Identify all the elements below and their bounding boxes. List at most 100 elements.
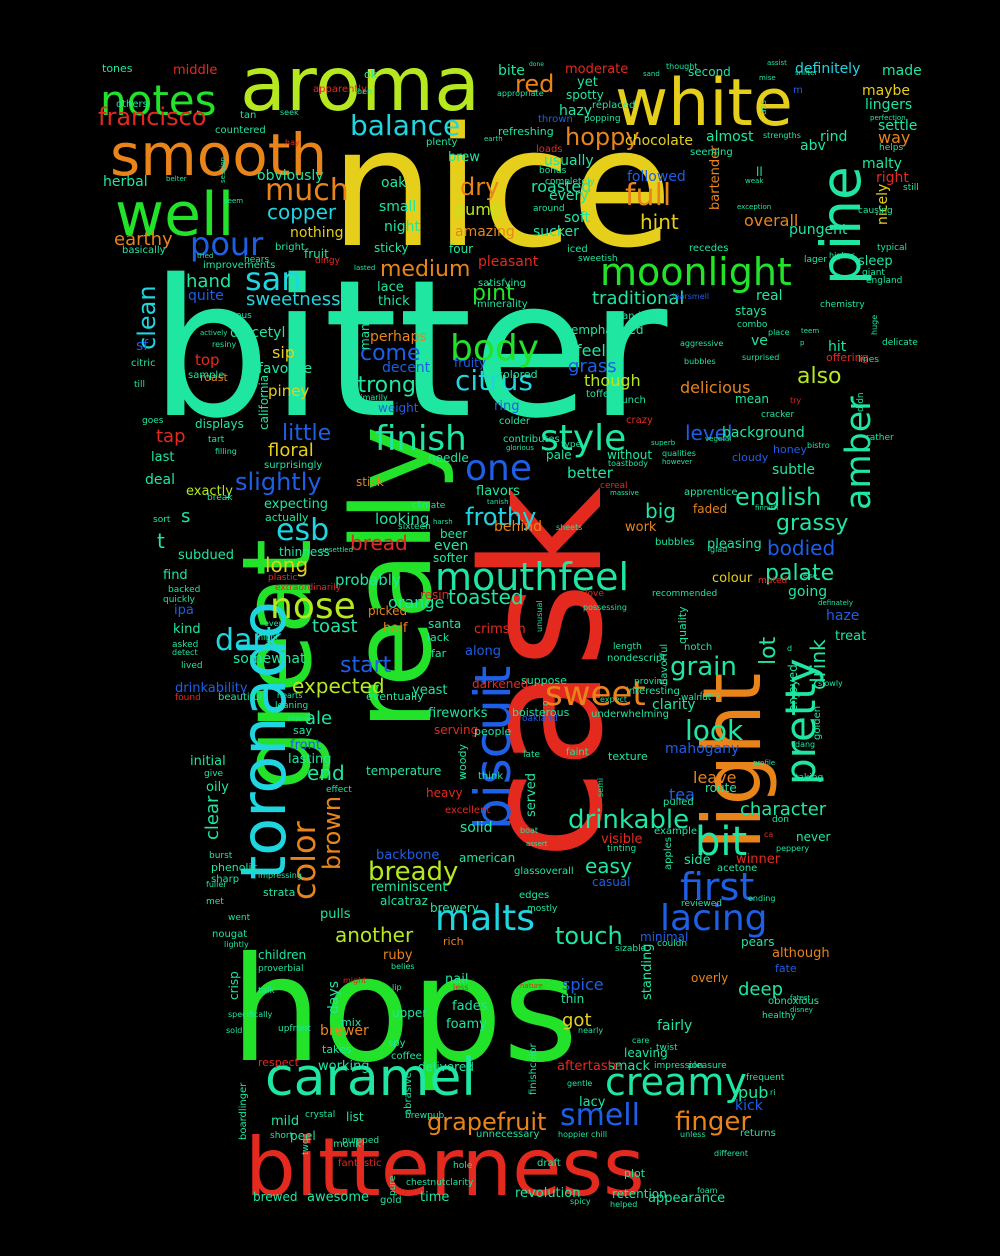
- word-without: without: [607, 448, 652, 462]
- word-spotty: spotty: [566, 88, 604, 102]
- word-background: background: [722, 425, 805, 441]
- word-pumped: pumped: [342, 1136, 379, 1146]
- word-cask: cask: [447, 486, 639, 860]
- word-body: body: [450, 328, 539, 369]
- word-tried: tried: [197, 252, 213, 260]
- word-ben: ben: [357, 87, 372, 96]
- word-tap: tap: [156, 426, 186, 447]
- word-half: half: [383, 621, 408, 636]
- word-pump: pump: [455, 200, 501, 219]
- word-palate: palate: [765, 561, 834, 586]
- word-appropriate: appropriate: [497, 89, 544, 98]
- word-glassoverall: glassoverall: [514, 866, 574, 877]
- word-alcatraz: alcatraz: [380, 894, 428, 908]
- word-vegetal: vegetal: [705, 435, 731, 443]
- word-lasted: lasted: [354, 264, 375, 272]
- word-unusual: unusual: [535, 600, 544, 632]
- word-medium: medium: [380, 257, 470, 282]
- word-quickly: quickly: [163, 595, 196, 605]
- word-standards: standards: [613, 311, 663, 322]
- word-weak: weak: [745, 177, 764, 185]
- word-thin: thin: [561, 992, 584, 1006]
- word-surprised: surprised: [742, 353, 779, 362]
- word-tinting: tinting: [607, 844, 636, 854]
- word-softer: softer: [433, 551, 468, 565]
- word-crisp: crisp: [227, 971, 241, 1000]
- word-oily: oily: [206, 780, 229, 795]
- word-deep: deep: [738, 979, 783, 1000]
- word-awesome: awesome: [307, 1190, 369, 1205]
- word-short: short: [270, 1131, 294, 1141]
- word-grain: grain: [670, 652, 737, 682]
- word-come: come: [360, 341, 421, 366]
- word-ever: ever: [264, 619, 283, 628]
- word-huge: huge: [870, 315, 879, 335]
- word-aroma: aroma: [240, 40, 480, 128]
- word-standing: standing: [640, 944, 655, 1000]
- word-bubbles: bubbles: [684, 357, 716, 366]
- word-strata: strata: [263, 886, 295, 899]
- word-grapefruit: grapefruit: [427, 1108, 546, 1136]
- word-ca: ca: [764, 830, 773, 839]
- word-monk: monk: [333, 1139, 361, 1150]
- word-forms: forms: [700, 691, 720, 699]
- word-twist: twist: [656, 1043, 678, 1053]
- word-touch: touch: [555, 922, 623, 950]
- word-however: however: [662, 458, 692, 466]
- word-lacing: lacing: [660, 898, 768, 939]
- word-say: say: [293, 724, 312, 737]
- word-never: never: [796, 830, 830, 844]
- word-still: still: [903, 183, 919, 193]
- word-t: t: [157, 529, 165, 553]
- word-minimal: minimal: [640, 930, 688, 944]
- word-type: type: [561, 440, 582, 450]
- word-gentle: gentle: [567, 1079, 592, 1088]
- word-yet: yet: [577, 75, 598, 90]
- word-bite: bite: [498, 63, 525, 79]
- word-slightly: slightly: [235, 468, 322, 496]
- word-nougat: nougat: [212, 929, 247, 940]
- word-example: example: [654, 826, 697, 837]
- word-tea: tea: [669, 785, 695, 804]
- word-seek: seek: [280, 108, 299, 117]
- word-time: time: [420, 1190, 449, 1205]
- word-ending: ending: [748, 894, 775, 903]
- word-eventually: eventually: [366, 690, 424, 703]
- word-qualities: qualities: [662, 449, 696, 458]
- word-francisco: francisco: [98, 103, 206, 131]
- word-behind: behind: [494, 519, 542, 535]
- word-s: s: [181, 506, 190, 527]
- word-kick: kick: [735, 1098, 764, 1114]
- word-p: p: [800, 339, 805, 347]
- word-subtle: subtle: [772, 462, 815, 478]
- word-solid: solid: [460, 820, 493, 836]
- word-unsettled: unsettled: [320, 546, 353, 554]
- word-interesting: interesting: [626, 686, 680, 697]
- word-brewpub: brewpub: [405, 1111, 445, 1121]
- word-pour: pour: [190, 225, 264, 263]
- word-long: long: [265, 553, 308, 577]
- word-sand: sand: [643, 70, 660, 78]
- word-bright: bright: [275, 242, 305, 253]
- word-night: night: [384, 219, 421, 235]
- word-looking: looking: [375, 510, 429, 528]
- word-diacetyl: diacetyl: [230, 325, 285, 341]
- word-obnoxious: obnoxious: [768, 996, 819, 1007]
- word-copper: copper: [267, 200, 337, 224]
- word-bistro: bistro: [807, 441, 830, 450]
- word-returns: returns: [740, 1128, 776, 1139]
- word-real: real: [756, 288, 783, 304]
- word-far: far: [431, 647, 447, 660]
- word-actively: actively: [200, 329, 227, 337]
- word-expecting: expecting: [264, 497, 328, 512]
- word-try: try: [790, 396, 801, 405]
- word-another: another: [335, 923, 414, 947]
- word-fireworks: fireworks: [428, 706, 488, 721]
- word-mouthfeel: mouthfeel: [435, 555, 629, 599]
- word-might: might: [343, 976, 366, 985]
- word-exception: exception: [737, 203, 771, 211]
- word-small: small: [379, 199, 416, 215]
- word-treat: treat: [835, 629, 866, 644]
- word-sharp: sharp: [211, 874, 239, 885]
